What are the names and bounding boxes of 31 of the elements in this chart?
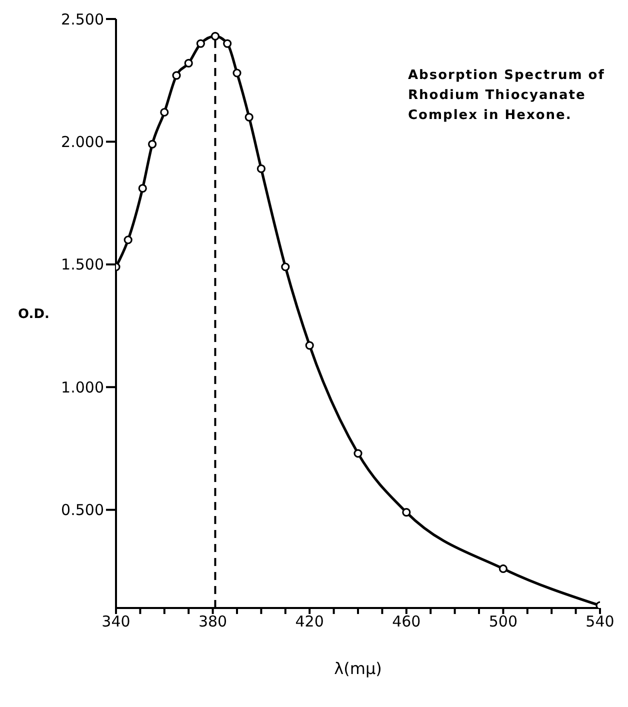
point (184, 58, 193, 68)
x-tick-label: 460 (392, 612, 421, 631)
point (281, 262, 290, 272)
x-tick-label: 540 (586, 612, 614, 631)
point (256, 164, 266, 174)
y-tick-label: 1.000 (61, 378, 104, 396)
point (196, 39, 205, 48)
y-tick-label: 2.000 (61, 133, 104, 152)
x-tick-label: 420 (295, 612, 324, 631)
point (498, 564, 508, 574)
point (305, 341, 314, 350)
point (138, 184, 147, 193)
x-tick-label: 500 (488, 612, 518, 631)
point (244, 112, 254, 122)
point (124, 236, 132, 244)
x-tick-label: 340 (102, 612, 130, 631)
y-tick-label: 1.500 (61, 256, 104, 274)
x-axis-title: λ(mμ) (334, 659, 382, 678)
point (223, 39, 232, 48)
point (172, 71, 181, 80)
point (160, 108, 169, 117)
point (402, 508, 411, 517)
point (354, 449, 362, 458)
y-tick-label: 2.500 (61, 10, 104, 28)
annotation: Absorption Spectrum of Rhodium Thiocyanate Complex in Hexone. (408, 67, 606, 125)
point (148, 140, 157, 148)
y-axis-title: O.D. (18, 307, 50, 322)
y-tick-label: 0.500 (61, 501, 104, 520)
x-tick-label: 380 (198, 612, 228, 631)
point (232, 68, 242, 78)
point (210, 32, 220, 40)
